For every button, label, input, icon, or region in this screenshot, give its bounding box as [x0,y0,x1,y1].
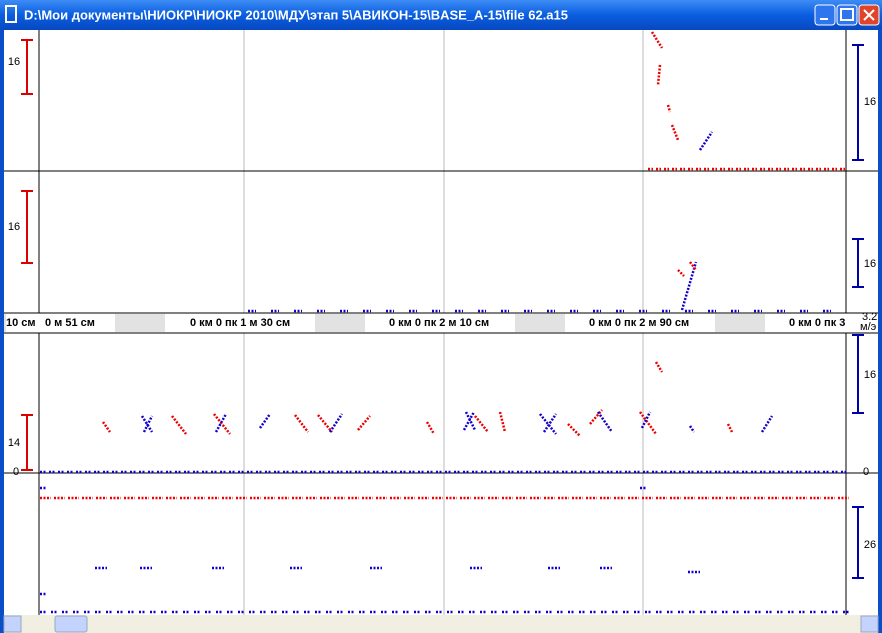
ruler-label: 0 км 0 пк 1 м 30 см [190,317,290,329]
labels: 16 16 14 0 16 16 16 0 26 3.2м/э 10 см 0 м 51 см 0 км… [6,56,877,551]
signal-trace [357,415,371,431]
signal-trace [171,415,187,435]
maximize-button[interactable] [836,4,858,26]
signal-trace [213,413,231,435]
scale-label: 0 [13,466,19,478]
signal-trace [567,423,581,437]
signal-trace [689,261,697,271]
signal-trace [294,414,309,433]
signal-trace [677,269,685,277]
signal-trace [542,413,558,433]
scale-label: 14 [8,437,20,449]
ruler-label: 0 км 0 пк 3 [789,317,845,329]
signal-trace [638,411,658,435]
signal-trace [425,421,436,435]
signal-trace [640,411,652,429]
signal-trace [328,413,344,433]
app-icon [5,5,17,23]
signal-trace [142,415,154,433]
scale-label: 16 [8,56,20,68]
signal-trace [650,31,664,49]
signal-trace [670,124,680,141]
speed-value: 3.2 [862,311,877,323]
scroll-left[interactable] [3,615,22,633]
signal-trace [666,104,672,113]
ruler-label: 10 см [6,317,36,329]
signal-trace [258,413,272,429]
close-button[interactable] [858,4,880,26]
signal-trace [140,415,154,433]
scale-label: 16 [8,221,20,233]
window-title: D:\Мои документы\НИОКР\НИОКР 2010\МДУ\эт… [24,7,568,22]
scale-label: 16 [864,369,876,381]
ruler-label: 0 км 0 пк 2 м 10 см [389,317,489,329]
title-bar [0,0,882,30]
ruler-label: 0 км 0 пк 2 м 90 см [589,317,689,329]
signal-trace [698,131,714,151]
signal-trace [539,413,557,435]
speed-unit: м/э [860,321,877,333]
ruler-blocks [4,314,765,332]
scale-label: 0 [863,466,869,478]
signal-trace [589,409,603,425]
signals [40,31,849,614]
scale-label: 16 [864,258,876,270]
scrollbar[interactable] [4,615,878,633]
ruler-strip [4,313,846,333]
signal-trace [317,414,333,433]
scroll-right[interactable] [860,615,879,633]
signal-trace [596,411,614,433]
signal-trace [654,361,664,373]
minimize-button[interactable] [814,4,836,26]
signal-trace [688,425,696,433]
scale-label: 26 [864,539,876,551]
signal-trace [726,423,734,433]
scroll-thumb[interactable] [54,615,88,633]
scale-label: 16 [864,96,876,108]
signal-trace [760,415,774,433]
ruler-label: 0 м 51 см [45,317,95,329]
signal-trace [680,261,698,311]
